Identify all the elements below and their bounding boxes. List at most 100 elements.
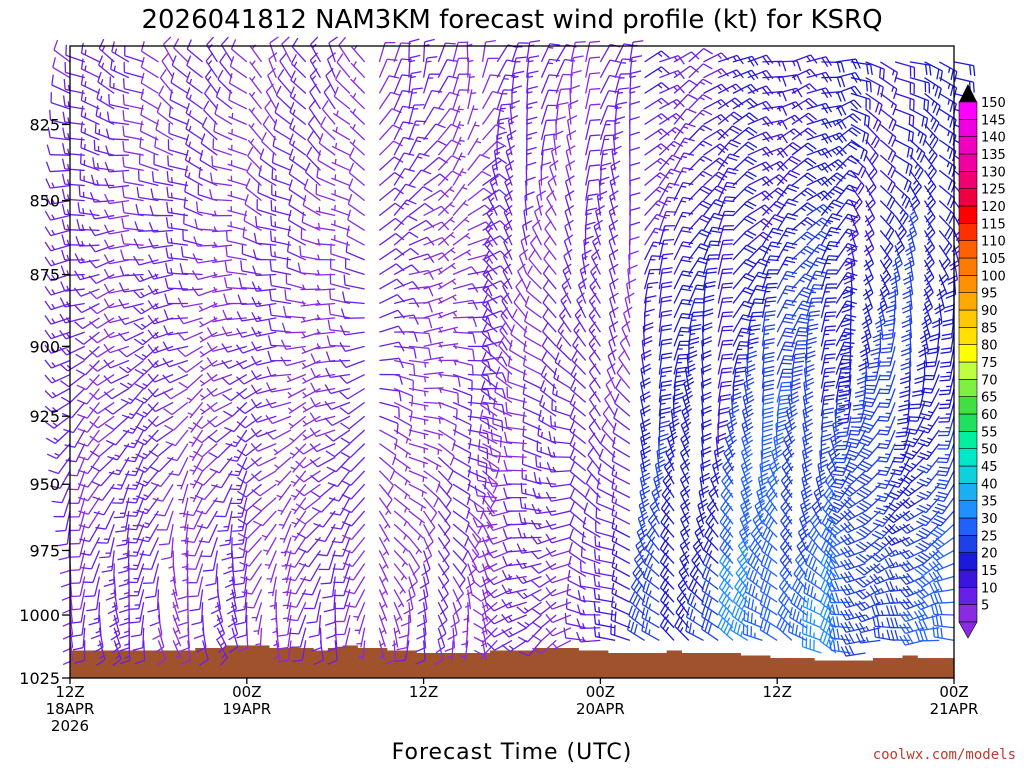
wind-barb — [451, 602, 460, 627]
wind-barb — [242, 244, 261, 260]
wind-barb — [266, 415, 291, 423]
wind-barb — [183, 230, 203, 245]
wind-barb — [487, 550, 512, 558]
wind-barb — [187, 389, 203, 404]
wind-barb — [930, 524, 954, 538]
wind-barb — [272, 184, 291, 200]
wind-barb — [529, 250, 542, 274]
wind-barb — [453, 106, 464, 125]
wind-barb — [744, 610, 763, 628]
wind-barb — [249, 123, 262, 140]
wind-barb — [705, 527, 719, 551]
colorbar-swatch — [959, 466, 977, 483]
wind-barb — [762, 541, 778, 563]
wind-barb — [245, 194, 261, 215]
wind-barb — [78, 416, 100, 432]
wind-barb — [272, 169, 291, 186]
x-tick-label: 00Z — [939, 683, 968, 701]
wind-barb — [630, 71, 641, 93]
wind-barb — [606, 377, 615, 402]
wind-barb — [744, 378, 754, 402]
wind-barb — [524, 355, 542, 374]
wind-barb — [77, 375, 100, 390]
wind-barb — [424, 498, 437, 522]
wind-barb — [333, 111, 350, 125]
wind-barb — [86, 589, 99, 610]
wind-barb — [841, 645, 865, 656]
wind-barb — [228, 129, 247, 140]
wind-barb — [910, 78, 930, 94]
wind-barb — [114, 498, 129, 518]
wind-barb — [289, 430, 305, 444]
wind-barb — [546, 534, 571, 543]
wind-barb — [311, 368, 335, 377]
wind-barb — [161, 537, 173, 559]
wind-barb — [483, 236, 508, 245]
wind-barb — [424, 471, 440, 493]
wind-barb — [61, 281, 85, 291]
wind-barb — [222, 327, 246, 336]
wind-barb — [164, 402, 188, 414]
wind-barb — [586, 89, 601, 109]
wind-barb — [718, 326, 733, 346]
wind-barb — [453, 317, 476, 327]
wind-barb — [84, 576, 99, 596]
wind-barb — [704, 69, 729, 78]
wind-barb — [857, 471, 880, 485]
wind-barb — [379, 484, 392, 508]
wind-barb — [290, 444, 306, 458]
wind-barb — [509, 115, 518, 139]
wind-barb — [858, 444, 881, 459]
wind-barb — [453, 360, 473, 375]
wind-barb — [821, 62, 844, 73]
wind-barb — [524, 326, 541, 346]
wind-barb — [890, 260, 900, 285]
wind-barb — [104, 269, 129, 278]
wind-barb — [688, 593, 704, 615]
wind-barb — [585, 488, 600, 511]
wind-barb — [742, 446, 753, 471]
y-tick-label: 975 — [29, 541, 60, 560]
wind-barb — [197, 201, 218, 215]
wind-barb — [586, 120, 601, 140]
wind-barb — [409, 471, 427, 482]
wind-barb — [105, 210, 129, 219]
terrain-bar — [490, 650, 505, 678]
wind-barb — [836, 214, 858, 230]
wind-barb — [273, 628, 278, 648]
wind-barb — [789, 621, 807, 640]
wind-barb — [572, 351, 586, 374]
wind-barb — [674, 80, 698, 93]
wind-barb — [453, 200, 468, 215]
wind-barb — [271, 231, 291, 246]
wind-barb — [453, 430, 471, 449]
wind-barb — [69, 511, 85, 531]
wind-barb — [866, 109, 881, 132]
wind-barb — [226, 246, 247, 260]
wind-barb — [424, 124, 446, 140]
wind-barb — [554, 131, 564, 155]
wind-barb — [659, 71, 684, 79]
wind-barb — [777, 156, 800, 170]
wind-barb — [917, 471, 939, 486]
wind-barb — [659, 141, 683, 155]
wind-barb — [95, 123, 114, 140]
wind-barb — [802, 473, 812, 498]
wind-barb — [938, 402, 954, 422]
wind-barb — [60, 314, 85, 323]
wind-barb — [809, 526, 822, 550]
wind-barb — [645, 201, 668, 216]
wind-barb — [424, 190, 449, 200]
wind-barb — [518, 528, 541, 538]
wind-barb — [94, 498, 114, 515]
wind-barb — [596, 206, 605, 231]
wind-barb — [143, 564, 158, 584]
wind-barb — [487, 576, 512, 584]
wind-barb — [407, 576, 416, 601]
wind-barb — [303, 430, 321, 440]
colorbar-label: 55 — [981, 425, 998, 440]
wind-barb — [650, 499, 659, 524]
wind-barb — [78, 202, 99, 215]
wind-barb — [267, 367, 291, 377]
wind-barb — [483, 108, 505, 124]
